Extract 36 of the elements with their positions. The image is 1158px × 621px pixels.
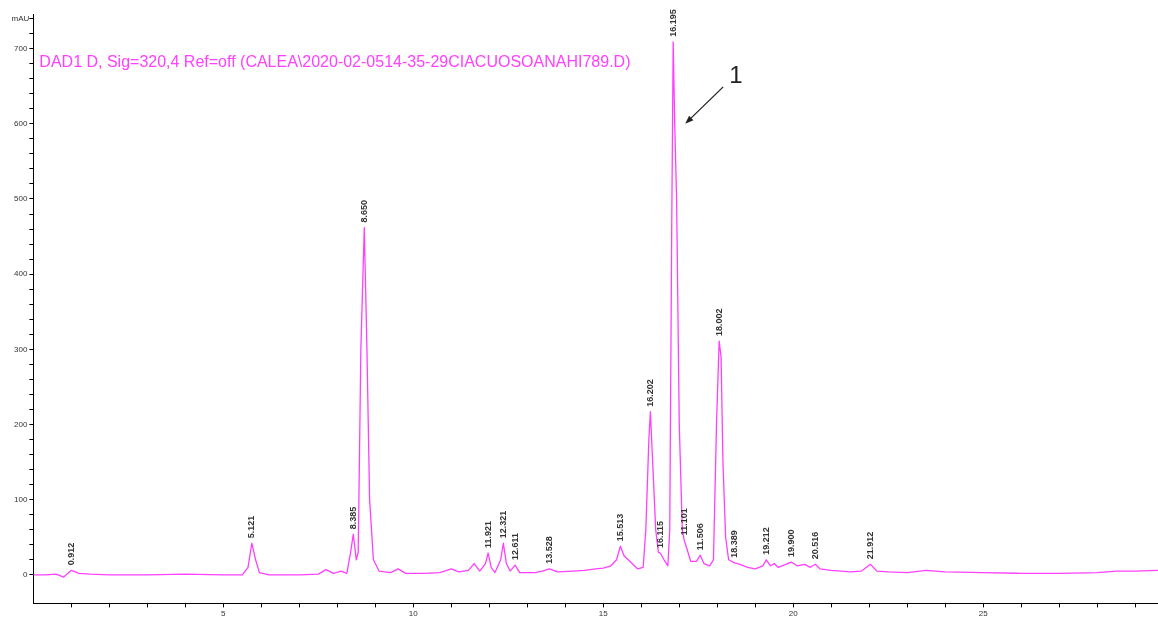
annotation: 19.900 [785, 529, 796, 558]
y-tick-label: 200 [13, 419, 28, 429]
annotation: 8.650 [358, 200, 369, 223]
x-tick-label: 20 [788, 609, 799, 619]
annotation: 16.202 [644, 379, 655, 407]
y-tick-label: 100 [13, 494, 28, 504]
annotation: 11.506 [694, 523, 705, 551]
text: DAD1 D, Sig=320,4 Ref=off (CALEA\2020-02-0514-35-29CIACUOSOANAHI789.D) [39, 53, 631, 71]
annotation: 13.528 [543, 536, 554, 564]
annotation: 11.921 [482, 521, 493, 549]
annotation: 18.002 [713, 308, 724, 337]
annotation: 20.516 [809, 531, 820, 560]
annotation: 21.912 [864, 531, 875, 560]
annotation: 12.321 [497, 510, 508, 539]
y-tick-label: 0 [22, 570, 28, 580]
annotation: 5.121 [246, 515, 257, 539]
annotation: 16.195 [667, 9, 678, 37]
annotation: 0.912 [65, 542, 76, 566]
y-tick-label: 300 [13, 344, 28, 354]
y-axis-title: mAU [11, 14, 30, 23]
annotation: 11.101 [678, 508, 689, 536]
y-tick-label: 500 [13, 194, 28, 204]
x-tick-label: 5 [221, 609, 227, 619]
y-tick-label: 700 [13, 43, 28, 53]
annotation: 16.115 [654, 521, 665, 549]
annotation: 18.389 [728, 530, 739, 558]
x-tick-label: 10 [408, 609, 419, 619]
x-tick-label: 15 [598, 609, 609, 619]
annotation: 19.212 [760, 527, 771, 555]
annotation: 8.385 [347, 506, 358, 530]
x-tick-label: 25 [978, 609, 989, 619]
annotation: 15.513 [614, 513, 625, 542]
y-tick-label: 600 [13, 119, 28, 128]
y-tick-label: 400 [13, 269, 28, 279]
annotation: 12.611 [509, 533, 520, 561]
annotation: 1 [729, 61, 743, 89]
